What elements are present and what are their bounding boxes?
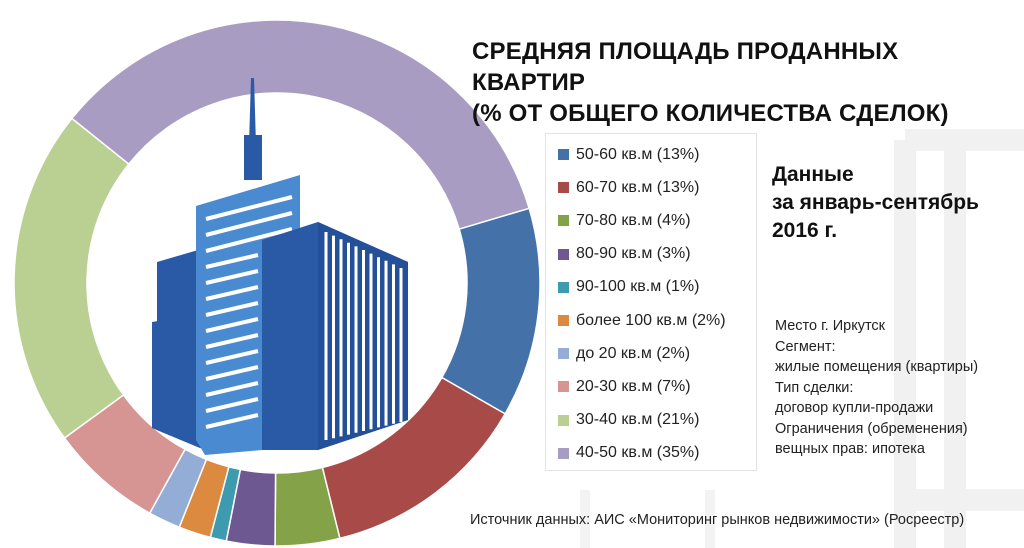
- filter-details: Место г. Иркутск Сегмент: жилые помещени…: [775, 316, 1020, 460]
- legend-item: 20-30 кв.м (7%): [558, 370, 756, 403]
- legend-swatch: [558, 215, 569, 227]
- donut-slice-9: [13, 117, 130, 440]
- legend-swatch: [558, 315, 569, 327]
- legend-item: более 100 кв.м (2%): [558, 304, 756, 337]
- legend-swatch: [558, 281, 569, 293]
- legend-item: 30-40 кв.м (21%): [558, 404, 756, 437]
- legend-item: 80-90 кв.м (3%): [558, 238, 756, 271]
- donut-chart: [13, 19, 541, 547]
- meta-line-1: Место г. Иркутск: [775, 318, 886, 334]
- legend-item: 40-50 кв.м (35%): [558, 437, 756, 470]
- legend-swatch: [558, 149, 569, 161]
- meta-line-3: жилые помещения (квартиры): [775, 359, 979, 375]
- legend-item: 90-100 кв.м (1%): [558, 271, 756, 304]
- chart-title-line-2: (% ОТ ОБЩЕГО КОЛИЧЕСТВА СДЕЛОК): [472, 100, 949, 127]
- legend-swatch: [558, 414, 569, 426]
- legend-label: 90-100 кв.м (1%): [576, 278, 700, 296]
- legend-label: 60-70 кв.м (13%): [576, 178, 700, 196]
- legend-swatch: [558, 348, 569, 360]
- period-note: Данные за январь-сентябрь 2016 г.: [772, 161, 1022, 245]
- legend-label: до 20 кв.м (2%): [576, 344, 691, 362]
- meta-line-5: договор купли-продажи: [775, 400, 934, 416]
- legend-swatch: [558, 447, 569, 459]
- donut-slice-1: [440, 207, 541, 415]
- legend-label: 40-50 кв.м (35%): [576, 444, 700, 462]
- period-line-3: 2016 г.: [772, 219, 838, 242]
- legend-item: до 20 кв.м (2%): [558, 337, 756, 370]
- legend-item: 70-80 кв.м (4%): [558, 204, 756, 237]
- legend-label: 20-30 кв.м (7%): [576, 377, 691, 395]
- legend-swatch: [558, 182, 569, 194]
- data-source-note: Источник данных: АИС «Мониторинг рынков …: [470, 512, 965, 528]
- legend-label: 70-80 кв.м (4%): [576, 211, 691, 229]
- legend-item: 60-70 кв.м (13%): [558, 171, 756, 204]
- donut-slice-10: [70, 19, 531, 230]
- meta-line-2: Сегмент:: [775, 338, 836, 355]
- meta-line-7: вещных прав: ипотека: [775, 441, 925, 457]
- legend-item: 50-60 кв.м (13%): [558, 138, 756, 171]
- period-line-2: за январь-сентябрь: [772, 191, 979, 214]
- legend-label: более 100 кв.м (2%): [576, 311, 726, 329]
- skyscraper-illustration: [152, 78, 408, 455]
- meta-line-6: Ограничения (обременения): [775, 420, 968, 437]
- legend-label: 80-90 кв.м (3%): [576, 245, 691, 263]
- period-line-1: Данные: [772, 163, 854, 186]
- meta-line-4: Тип сделки:: [775, 379, 854, 396]
- legend-swatch: [558, 381, 569, 393]
- chart-title: СРЕДНЯЯ ПЛОЩАДЬ ПРОДАННЫХ КВАРТИР (% ОТ …: [472, 36, 1017, 129]
- legend-swatch: [558, 248, 569, 260]
- chart-title-line-1: СРЕДНЯЯ ПЛОЩАДЬ ПРОДАННЫХ КВАРТИР: [472, 38, 899, 96]
- chart-legend: 50-60 кв.м (13%) 60-70 кв.м (13%) 70-80 кв…: [545, 133, 757, 471]
- legend-label: 50-60 кв.м (13%): [576, 145, 700, 163]
- legend-label: 30-40 кв.м (21%): [576, 411, 700, 429]
